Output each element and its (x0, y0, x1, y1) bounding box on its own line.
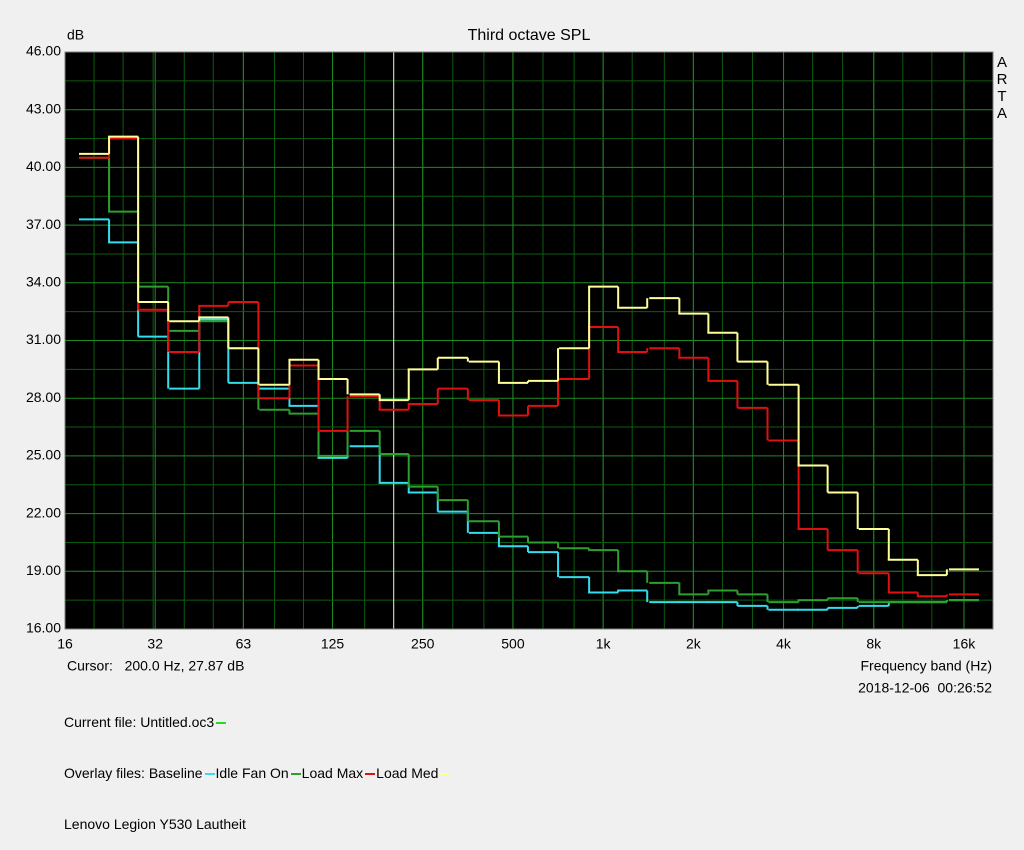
legend-swatch (365, 773, 376, 776)
y-tick-label: 22.00 (26, 504, 61, 520)
x-tick-label: 250 (411, 636, 435, 652)
x-tick-label: 4k (776, 636, 792, 652)
chart-title: Third octave SPL (468, 27, 591, 44)
y-tick-label: 28.00 (26, 389, 61, 405)
y-tick-label: 31.00 (26, 331, 61, 347)
x-tick-label: 500 (501, 636, 525, 652)
legend-entry: Load Max (301, 765, 364, 781)
plot-frame (64, 51, 994, 630)
current-file: Current file: Untitled.oc3 (64, 714, 215, 730)
x-tick-label: 8k (866, 636, 882, 652)
y-tick-label: 37.00 (26, 216, 61, 232)
series-layer (79, 52, 979, 629)
legend-swatch (204, 773, 215, 776)
y-tick-label: 34.00 (26, 274, 61, 290)
overlay-label: Overlay files: (64, 765, 149, 781)
x-tick-label: 2k (686, 636, 702, 652)
legend-swatch (440, 773, 451, 776)
y-tick-label: 43.00 (26, 100, 61, 116)
current-file-row: Current file: Untitled.oc3 (64, 714, 451, 731)
y-tick-label: 46.00 (26, 43, 61, 59)
y-tick-label: 19.00 (26, 562, 61, 578)
x-tick-label: 16 (57, 636, 73, 652)
timestamp: 2018-12-06 00:26:52 (858, 680, 992, 696)
side-label: ARTA (994, 54, 1011, 122)
overlay-row: Overlay files: Baseline Idle Fan On Load M… (64, 765, 451, 782)
arta-window: dB Third octave SPL ARTA Cursor: 200.0 H… (26, 27, 1011, 832)
x-tick-label: 125 (321, 636, 345, 652)
x-tick-label: 32 (147, 636, 163, 652)
caption: Lenovo Legion Y530 Lautheit (64, 816, 246, 832)
legend-swatch (290, 773, 301, 776)
legend: Current file: Untitled.oc3 Overlay files… (64, 680, 451, 850)
x-tick-label: 16k (953, 636, 977, 652)
y-axis-label: dB (67, 27, 84, 43)
legend-entry: Load Med (376, 765, 439, 781)
legend-entry: Idle Fan On (215, 765, 289, 781)
cursor-readout: Cursor: 200.0 Hz, 27.87 dB (67, 658, 244, 674)
y-tick-label: 25.00 (26, 447, 61, 463)
chart: dB Third octave SPL ARTA Cursor: 200.0 H… (26, 27, 1011, 696)
legend-entry: Baseline (148, 765, 203, 781)
current-file-swatch (216, 722, 227, 725)
x-tick-label: 63 (236, 636, 252, 652)
y-tick-label: 40.00 (26, 158, 61, 174)
x-axis-label: Frequency band (Hz) (860, 658, 992, 674)
y-tick-label: 16.00 (26, 620, 61, 636)
x-tick-label: 1k (596, 636, 612, 652)
